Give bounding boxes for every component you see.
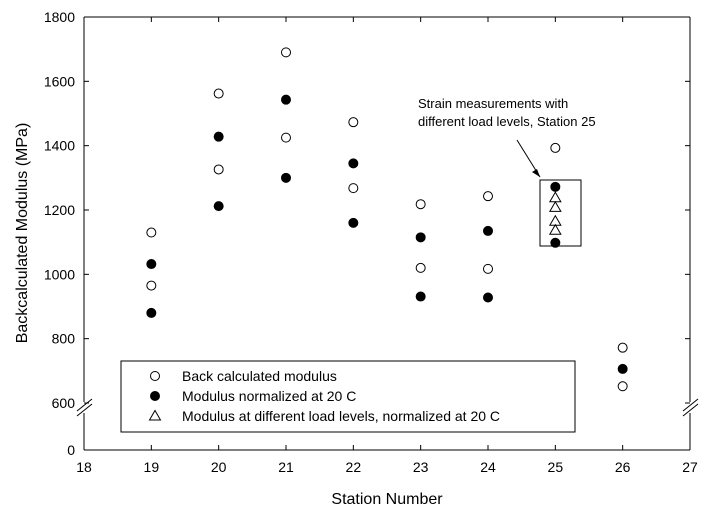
y-axis-ticks: 0 600 800 1000 1200 1400 1600 1800 (44, 9, 690, 458)
data-point-open-circle (281, 132, 291, 143)
y-tick-label: 1800 (44, 9, 75, 25)
legend-label-3: Modulus at different load levels, normal… (182, 408, 500, 424)
data-point-filled-circle (550, 181, 561, 192)
annotation-line-2: different load levels, Station 25 (418, 114, 596, 129)
x-axis-label: Station Number (331, 491, 443, 508)
x-tick-label: 27 (682, 459, 698, 475)
y-tick-label: 1200 (44, 202, 75, 218)
y-tick-label: 0 (67, 442, 75, 458)
data-point-open-circle (146, 280, 157, 291)
legend-label-2: Modulus normalized at 20 C (182, 388, 356, 404)
data-point-filled-circle (213, 131, 224, 142)
axis-break-left (76, 398, 93, 417)
data-point-filled-circle (281, 172, 291, 183)
x-tick-label: 18 (76, 459, 92, 475)
data-point-filled-circle (483, 225, 493, 236)
y-axis-label: Backcalculated Modulus (MPa) (14, 123, 31, 344)
data-point-open-circle (415, 199, 426, 210)
data-point-open-circle (146, 227, 157, 238)
y-tick-label: 800 (52, 331, 76, 347)
y-tick-label: 600 (52, 395, 76, 411)
data-point-open-circle (617, 342, 628, 353)
data-point-open-circle (348, 183, 359, 194)
data-point-open-triangle (548, 223, 562, 235)
data-point-open-triangle (548, 191, 562, 203)
x-tick-label: 25 (548, 459, 564, 475)
legend-marker-filled-circle (150, 391, 160, 401)
annotation-line-1: Strain measurements with (418, 96, 568, 111)
data-point-filled-circle (146, 259, 157, 270)
data-point-open-circle (415, 262, 426, 273)
data-point-open-circle (550, 142, 561, 153)
x-tick-label: 26 (615, 459, 631, 475)
data-point-filled-circle (146, 307, 157, 318)
data-point-open-circle (483, 263, 493, 274)
x-tick-label: 22 (346, 459, 362, 475)
annotation-arrowhead (532, 169, 540, 177)
data-point-open-triangle (548, 200, 562, 212)
x-tick-label: 19 (144, 459, 160, 475)
station-25-highlight-box (539, 179, 582, 247)
data-point-filled-circle (550, 237, 561, 248)
x-tick-label: 20 (211, 459, 227, 475)
data-points (146, 47, 628, 392)
data-point-open-circle (281, 47, 291, 58)
data-point-open-circle (213, 88, 224, 99)
data-point-filled-circle (483, 292, 493, 303)
y-tick-label: 1400 (44, 138, 75, 154)
x-tick-label: 21 (278, 459, 294, 475)
legend-label-1: Back calculated modulus (182, 368, 337, 384)
x-axis-ticks: 18 19 20 21 22 23 24 25 26 27 (76, 17, 698, 475)
data-point-filled-circle (348, 158, 359, 169)
data-point-filled-circle (415, 232, 426, 243)
y-tick-label: 1600 (44, 73, 75, 89)
data-point-open-circle (617, 381, 628, 392)
data-point-open-circle (213, 164, 224, 175)
data-point-open-circle (483, 191, 493, 202)
data-point-open-circle (348, 117, 359, 128)
data-point-filled-circle (213, 201, 224, 212)
axis-break-right (682, 398, 699, 417)
legend-marker-open-triangle (148, 409, 162, 421)
legend: Back calculated modulus Modulus normaliz… (120, 360, 576, 433)
data-point-filled-circle (415, 291, 426, 302)
legend-marker-open-circle (150, 371, 160, 381)
annotation: Strain measurements with different load … (418, 96, 596, 247)
x-tick-label: 24 (480, 459, 496, 475)
legend-box (120, 360, 576, 433)
y-tick-label: 1000 (44, 266, 75, 282)
x-tick-label: 23 (413, 459, 429, 475)
data-point-filled-circle (617, 363, 628, 374)
data-point-filled-circle (281, 94, 291, 105)
data-point-filled-circle (348, 217, 359, 228)
